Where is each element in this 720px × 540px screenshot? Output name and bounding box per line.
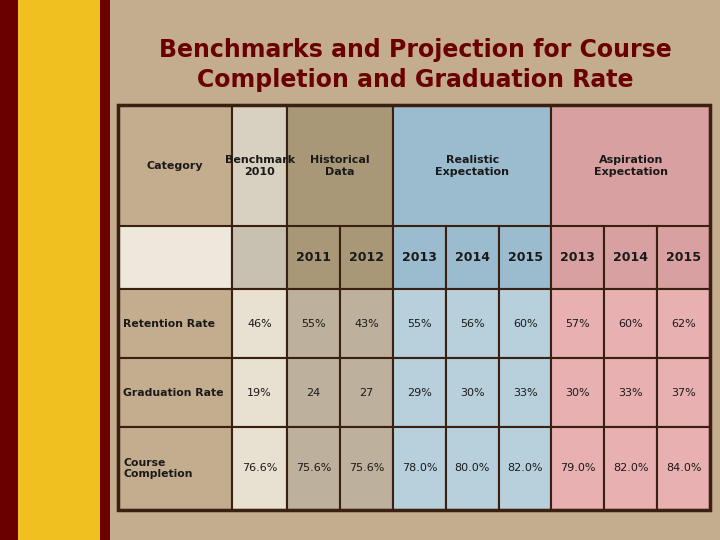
Bar [393, 105, 552, 226]
Bar [0, 0, 18, 540]
Bar [499, 427, 552, 510]
Bar [604, 289, 657, 358]
Text: Aspiration
Expectation: Aspiration Expectation [594, 155, 667, 177]
Text: 82.0%: 82.0% [508, 463, 543, 474]
Bar [18, 0, 100, 540]
Bar [657, 358, 710, 427]
Bar [657, 289, 710, 358]
Text: 57%: 57% [565, 319, 590, 329]
Text: 30%: 30% [566, 388, 590, 397]
Bar [340, 358, 393, 427]
Text: 78.0%: 78.0% [402, 463, 437, 474]
Bar [552, 358, 604, 427]
Bar [232, 358, 287, 427]
Bar [552, 105, 710, 226]
Bar [232, 427, 287, 510]
Bar [287, 226, 340, 289]
Text: Graduation Rate: Graduation Rate [123, 388, 223, 397]
Bar [118, 105, 710, 510]
Text: Benchmarks and Projection for Course: Benchmarks and Projection for Course [158, 38, 671, 62]
Bar [552, 427, 604, 510]
Bar [604, 427, 657, 510]
Bar [499, 289, 552, 358]
Bar [393, 358, 446, 427]
Bar [232, 289, 287, 358]
Text: 55%: 55% [302, 319, 326, 329]
Text: 75.6%: 75.6% [349, 463, 384, 474]
Bar [287, 289, 340, 358]
Bar [287, 427, 340, 510]
Bar [446, 289, 499, 358]
Bar [118, 105, 232, 226]
Text: 43%: 43% [354, 319, 379, 329]
Text: 19%: 19% [248, 388, 272, 397]
Text: 24: 24 [307, 388, 321, 397]
Text: Course
Completion: Course Completion [123, 458, 192, 480]
Bar [604, 226, 657, 289]
Text: 2015: 2015 [508, 252, 543, 265]
Bar [340, 226, 393, 289]
Text: 55%: 55% [407, 319, 432, 329]
Bar [393, 226, 446, 289]
Bar [499, 358, 552, 427]
Text: 33%: 33% [618, 388, 643, 397]
Text: 2011: 2011 [296, 252, 331, 265]
Text: 37%: 37% [671, 388, 696, 397]
Bar [446, 226, 499, 289]
Bar [499, 226, 552, 289]
Text: 76.6%: 76.6% [242, 463, 277, 474]
Bar [100, 0, 110, 540]
Text: 60%: 60% [618, 319, 643, 329]
Text: 2014: 2014 [455, 252, 490, 265]
Bar [446, 427, 499, 510]
Text: Retention Rate: Retention Rate [123, 319, 215, 329]
Text: Category: Category [147, 161, 203, 171]
Text: 62%: 62% [671, 319, 696, 329]
Text: 82.0%: 82.0% [613, 463, 649, 474]
Text: 2012: 2012 [349, 252, 384, 265]
Text: 46%: 46% [248, 319, 272, 329]
Text: 75.6%: 75.6% [296, 463, 331, 474]
Text: 80.0%: 80.0% [454, 463, 490, 474]
Bar [232, 226, 287, 289]
Bar [118, 427, 232, 510]
Text: 27: 27 [359, 388, 374, 397]
Bar [340, 427, 393, 510]
Bar [287, 358, 340, 427]
Text: 2015: 2015 [666, 252, 701, 265]
Text: 2013: 2013 [402, 252, 437, 265]
Text: Realistic
Expectation: Realistic Expectation [435, 155, 509, 177]
Bar [604, 358, 657, 427]
Bar [340, 289, 393, 358]
Text: 2014: 2014 [613, 252, 648, 265]
Bar [118, 358, 232, 427]
Bar [232, 105, 287, 226]
Bar [287, 105, 393, 226]
Text: 60%: 60% [513, 319, 537, 329]
Text: 29%: 29% [407, 388, 432, 397]
Bar [657, 226, 710, 289]
Text: Historical
Data: Historical Data [310, 155, 370, 177]
Bar [446, 358, 499, 427]
Bar [657, 427, 710, 510]
Bar [393, 427, 446, 510]
Text: 30%: 30% [460, 388, 485, 397]
Bar [118, 226, 232, 289]
Bar [393, 289, 446, 358]
Text: 79.0%: 79.0% [560, 463, 595, 474]
Text: 56%: 56% [460, 319, 485, 329]
Bar [552, 226, 604, 289]
Text: 2013: 2013 [560, 252, 595, 265]
Text: Benchmark
2010: Benchmark 2010 [225, 155, 294, 177]
Text: Completion and Graduation Rate: Completion and Graduation Rate [197, 68, 634, 92]
Text: 33%: 33% [513, 388, 537, 397]
Bar [552, 289, 604, 358]
Bar [118, 289, 232, 358]
Text: 84.0%: 84.0% [666, 463, 701, 474]
